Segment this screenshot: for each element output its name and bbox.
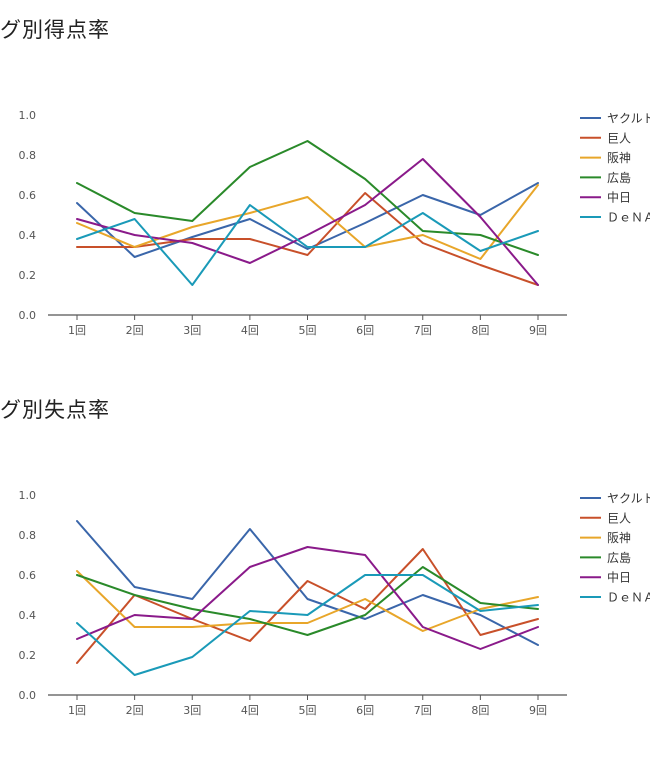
x-tick-label: 6回 (356, 704, 374, 717)
legend-label: 巨人 (607, 511, 631, 525)
x-tick-label: 2回 (126, 324, 144, 337)
chart-canvas: 0.0 0.2 0.4 0.6 0.8 1.0 1回 2回 3回 4回 5回 6回 7回 8回 9回 ヤクルト… (19, 109, 650, 337)
series-line (76, 570, 539, 632)
series-line (76, 182, 539, 258)
series-line (76, 574, 539, 676)
y-tick-label: 0.0 (19, 689, 37, 702)
x-tick-label: 4回 (241, 704, 259, 717)
series-line (76, 192, 539, 286)
legend-label: 阪神 (607, 151, 631, 165)
legend-label: 中日 (607, 570, 631, 585)
series-line (76, 546, 539, 650)
x-tick-label: 6回 (356, 324, 374, 337)
legend-label: 巨人 (607, 131, 631, 145)
x-tick-label: 9回 (529, 704, 547, 717)
x-tick-label: 5回 (299, 324, 317, 337)
series-line (76, 548, 539, 664)
x-tick-label: 2回 (126, 704, 144, 717)
series-line (76, 204, 539, 286)
legend-label: 広島 (607, 550, 631, 565)
x-tick-label: 8回 (471, 324, 489, 337)
legend-label: ヤクルト (607, 112, 650, 126)
legend-label: ヤクルト (607, 492, 650, 506)
y-tick-label: 0.0 (19, 309, 37, 322)
series-line (76, 566, 539, 636)
y-tick-label: 0.4 (19, 609, 37, 622)
y-tick-label: 1.0 (19, 109, 37, 122)
chart-title: グ別得点率 (0, 18, 110, 42)
x-tick-label: 1回 (68, 704, 86, 717)
y-tick-label: 0.2 (19, 649, 37, 662)
conceded-rate-chart: グ別失点率 0.0 0.2 0.4 0.6 0.8 1.0 1回 2回 3回 4回 5回 6回 7回 8回… (0, 380, 650, 760)
y-tick-label: 0.6 (19, 189, 37, 202)
y-tick-label: 0.6 (19, 569, 37, 582)
x-tick-label: 3回 (183, 324, 201, 337)
legend-label: ＤｅＮＡ (607, 591, 650, 605)
legend-label: 阪神 (607, 531, 631, 545)
x-tick-label: 7回 (414, 324, 432, 337)
y-tick-label: 0.8 (19, 149, 37, 162)
legend-label: 広島 (607, 170, 631, 185)
legend-label: 中日 (607, 190, 631, 205)
y-tick-label: 1.0 (19, 489, 37, 502)
x-tick-label: 3回 (183, 704, 201, 717)
x-tick-label: 5回 (299, 704, 317, 717)
series-line (76, 158, 539, 286)
x-tick-label: 4回 (241, 324, 259, 337)
series-line (76, 520, 539, 646)
y-tick-label: 0.8 (19, 529, 37, 542)
legend-label: ＤｅＮＡ (607, 211, 650, 225)
y-tick-label: 0.4 (19, 229, 37, 242)
scoring-rate-chart: グ別得点率 0.0 0.2 0.4 0.6 0.8 1.0 1回 2回 3回 4回 5回 6回 7回 8回… (0, 18, 650, 337)
x-tick-label: 9回 (529, 324, 547, 337)
x-tick-label: 1回 (68, 324, 86, 337)
series-line (76, 140, 539, 256)
chart-title: グ別失点率 (0, 398, 110, 422)
x-tick-label: 7回 (414, 704, 432, 717)
chart-canvas: 0.0 0.2 0.4 0.6 0.8 1.0 1回 2回 3回 4回 5回 6回 7回 8回 9回 ヤクルト… (19, 489, 650, 717)
x-tick-label: 8回 (471, 704, 489, 717)
y-tick-label: 0.2 (19, 269, 37, 282)
